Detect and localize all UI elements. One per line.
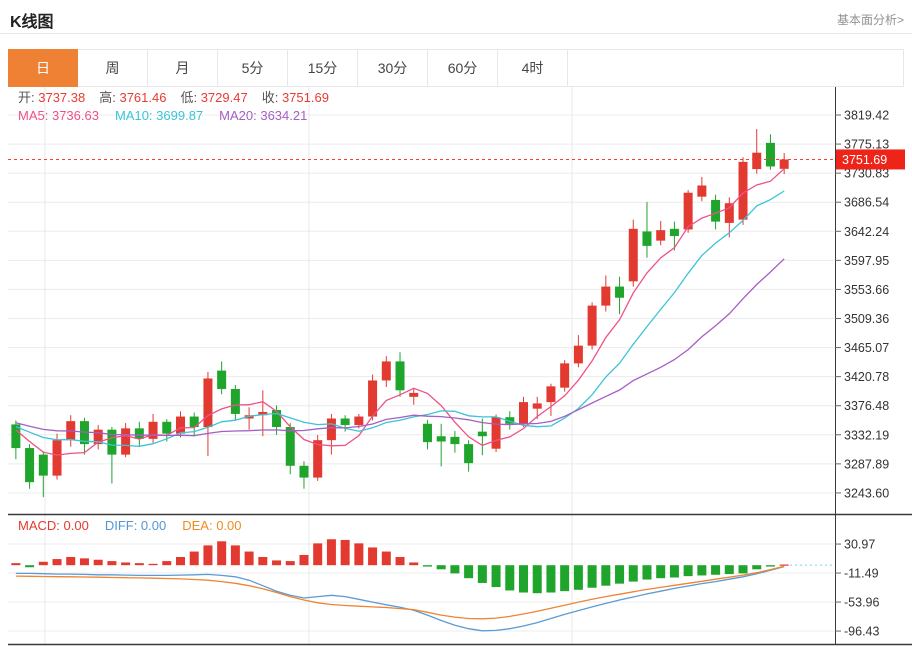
macd-histogram xyxy=(11,539,789,594)
ohlc-open: 开: 3737.38 xyxy=(18,90,86,105)
tab-bar-filler xyxy=(568,49,904,87)
macd-legend: MACD: 0.00 DIFF: 0.00 DEA: 0.00 xyxy=(18,518,258,534)
tab-period-3[interactable]: 5分 xyxy=(218,49,288,87)
svg-text:3553.66: 3553.66 xyxy=(844,283,889,297)
ohlc-low: 低: 3729.47 xyxy=(180,90,248,105)
period-tab-bar: 日周月 5分 15分 30分 60分 4时 xyxy=(8,49,904,87)
svg-text:3287.89: 3287.89 xyxy=(844,457,889,471)
macd-dea: DEA: 0.00 xyxy=(182,518,242,533)
svg-text:3775.13: 3775.13 xyxy=(844,138,889,152)
tab-period-1[interactable]: 周 xyxy=(78,49,148,87)
svg-text:3597.95: 3597.95 xyxy=(844,254,889,268)
tab-period-0[interactable]: 日 xyxy=(8,49,78,87)
tab-period-5[interactable]: 30分 xyxy=(358,49,428,87)
candles-group xyxy=(11,129,789,498)
diff-line xyxy=(15,565,785,632)
tab-period-6[interactable]: 60分 xyxy=(428,49,498,87)
price-axis-labels: 3819.42 3775.13 3730.83 3686.54 3642.24 3597.… xyxy=(835,109,889,500)
svg-text:3376.48: 3376.48 xyxy=(844,399,889,413)
macd-diff: DIFF: 0.00 xyxy=(104,518,167,533)
svg-text:3332.19: 3332.19 xyxy=(844,428,889,442)
svg-text:3730.83: 3730.83 xyxy=(844,167,889,181)
svg-text:-53.96: -53.96 xyxy=(844,596,879,610)
kline-chart-area: 3819.42 3775.13 3730.83 3686.54 3642.24 3597.… xyxy=(0,87,912,646)
tab-period-2[interactable]: 月 xyxy=(148,49,218,87)
page-header: K线图 基本面分析> xyxy=(0,0,912,34)
grid-lines xyxy=(8,87,835,644)
ohlc-high: 高: 3761.46 xyxy=(99,90,167,105)
svg-text:-96.43: -96.43 xyxy=(844,625,879,639)
svg-text:3509.36: 3509.36 xyxy=(844,312,889,326)
ma20-line xyxy=(15,258,785,437)
current-price-badge: 3751.69 xyxy=(836,149,905,170)
macd-axis-labels: 30.97 -11.49 -53.96 -96.43 xyxy=(835,538,879,639)
page-title: K线图 xyxy=(10,14,54,31)
tab-period-4[interactable]: 15分 xyxy=(288,49,358,87)
svg-text:30.97: 30.97 xyxy=(844,538,875,552)
svg-text:-11.49: -11.49 xyxy=(844,567,879,581)
svg-text:3420.78: 3420.78 xyxy=(844,370,889,384)
macd-macd: MACD: 0.00 xyxy=(18,518,89,533)
ma5-line xyxy=(15,168,785,456)
ma-legend: MA5: 3736.63 MA10: 3699.87 MA20: 3634.21 xyxy=(18,108,323,124)
axis-lines xyxy=(8,87,912,646)
tab-period-7[interactable]: 4时 xyxy=(498,49,568,87)
ma-ma5: MA5: 3736.63 xyxy=(18,108,99,123)
ma-ma20: MA20: 3634.21 xyxy=(219,108,308,123)
ma-ma10: MA10: 3699.87 xyxy=(114,108,204,123)
svg-text:3642.24: 3642.24 xyxy=(844,225,889,239)
kline-chart-canvas[interactable]: 3819.42 3775.13 3730.83 3686.54 3642.24 3597.… xyxy=(0,87,912,646)
ohlc-legend: 开: 3737.38 高: 3761.46 低: 3729.47 收: 3751.69 xyxy=(18,90,343,106)
svg-text:3243.60: 3243.60 xyxy=(844,486,889,500)
svg-text:3465.07: 3465.07 xyxy=(844,341,889,355)
ohlc-close: 收: 3751.69 xyxy=(261,90,329,105)
svg-text:3819.42: 3819.42 xyxy=(844,109,889,123)
ma10-line xyxy=(15,190,785,447)
dea-line xyxy=(15,565,785,620)
svg-text:3686.54: 3686.54 xyxy=(844,196,889,210)
svg-text:3751.69: 3751.69 xyxy=(842,153,887,167)
fundamental-analysis-link[interactable]: 基本面分析> xyxy=(836,13,904,27)
